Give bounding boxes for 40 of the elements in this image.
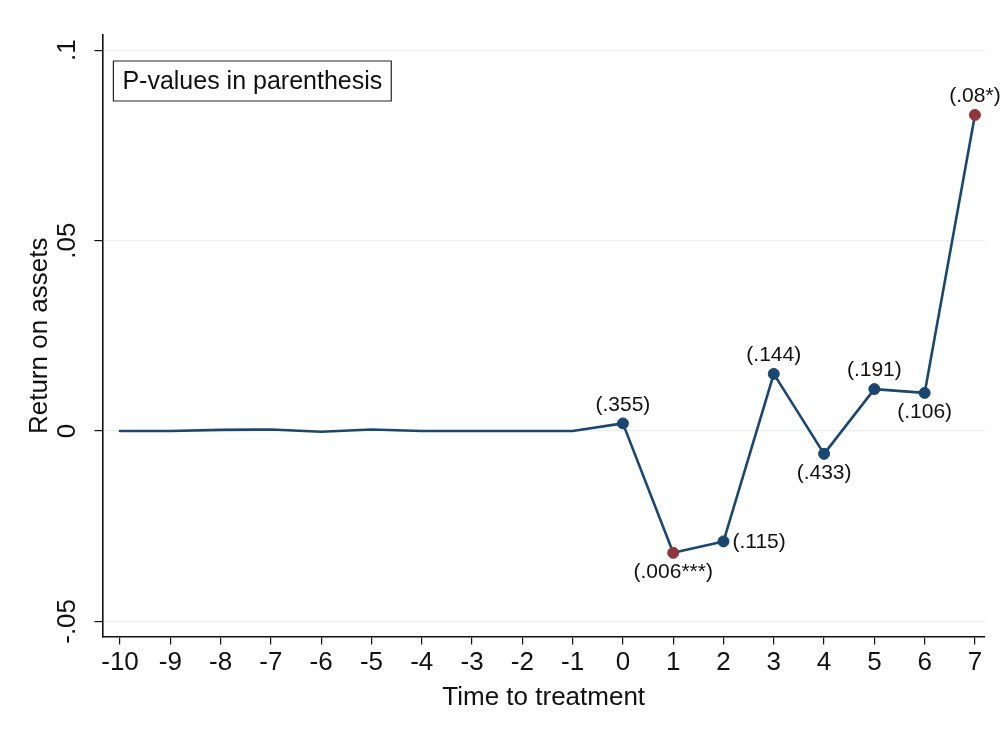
y-tick-label: 0	[51, 423, 82, 439]
x-axis-title: Time to treatment	[442, 680, 646, 711]
y-tick-label: .1	[51, 39, 82, 62]
x-tick-label: -5	[359, 646, 384, 677]
annotation: (.433)	[796, 460, 852, 484]
x-tick-label: 2	[716, 646, 731, 677]
x-tick-label: 4	[816, 646, 832, 677]
annotation: (.08*)	[949, 83, 1001, 107]
x-tick-label: -6	[309, 646, 333, 677]
point	[968, 108, 981, 121]
x-tick-label: 5	[867, 646, 882, 677]
annotation: (.115)	[732, 529, 786, 553]
x-tick-label: -3	[460, 646, 484, 677]
annotation: (.106)	[897, 399, 953, 423]
x-tick-label: -9	[158, 646, 182, 677]
x-tick-label: -4	[410, 646, 434, 677]
x-tick-label: -2	[510, 646, 534, 677]
x-tick-label: -7	[259, 646, 283, 677]
point	[918, 386, 931, 399]
y-axis-title: Return on assets	[22, 237, 53, 435]
annotation: P-values in parenthesis	[122, 65, 383, 94]
point	[868, 383, 881, 396]
annotation: (.355)	[595, 391, 651, 415]
point	[767, 367, 780, 380]
x-tick-label: 3	[766, 646, 782, 677]
point	[717, 535, 730, 548]
y-tick-label: -.05	[51, 598, 82, 644]
annotation: (.144)	[746, 342, 802, 366]
annotation: (.191)	[846, 357, 902, 381]
x-tick-label: -1	[561, 646, 585, 677]
x-tick-label: 7	[967, 646, 983, 677]
point	[818, 447, 831, 460]
point	[667, 546, 680, 559]
x-tick-label: -10	[101, 646, 139, 677]
x-tick-label: 0	[615, 646, 631, 677]
annotation: (.006***)	[633, 559, 713, 583]
y-tick-label: .05	[51, 222, 82, 259]
x-tick-label: 1	[665, 646, 681, 677]
x-tick-label: -8	[209, 646, 233, 677]
x-tick-label: 6	[917, 646, 932, 677]
